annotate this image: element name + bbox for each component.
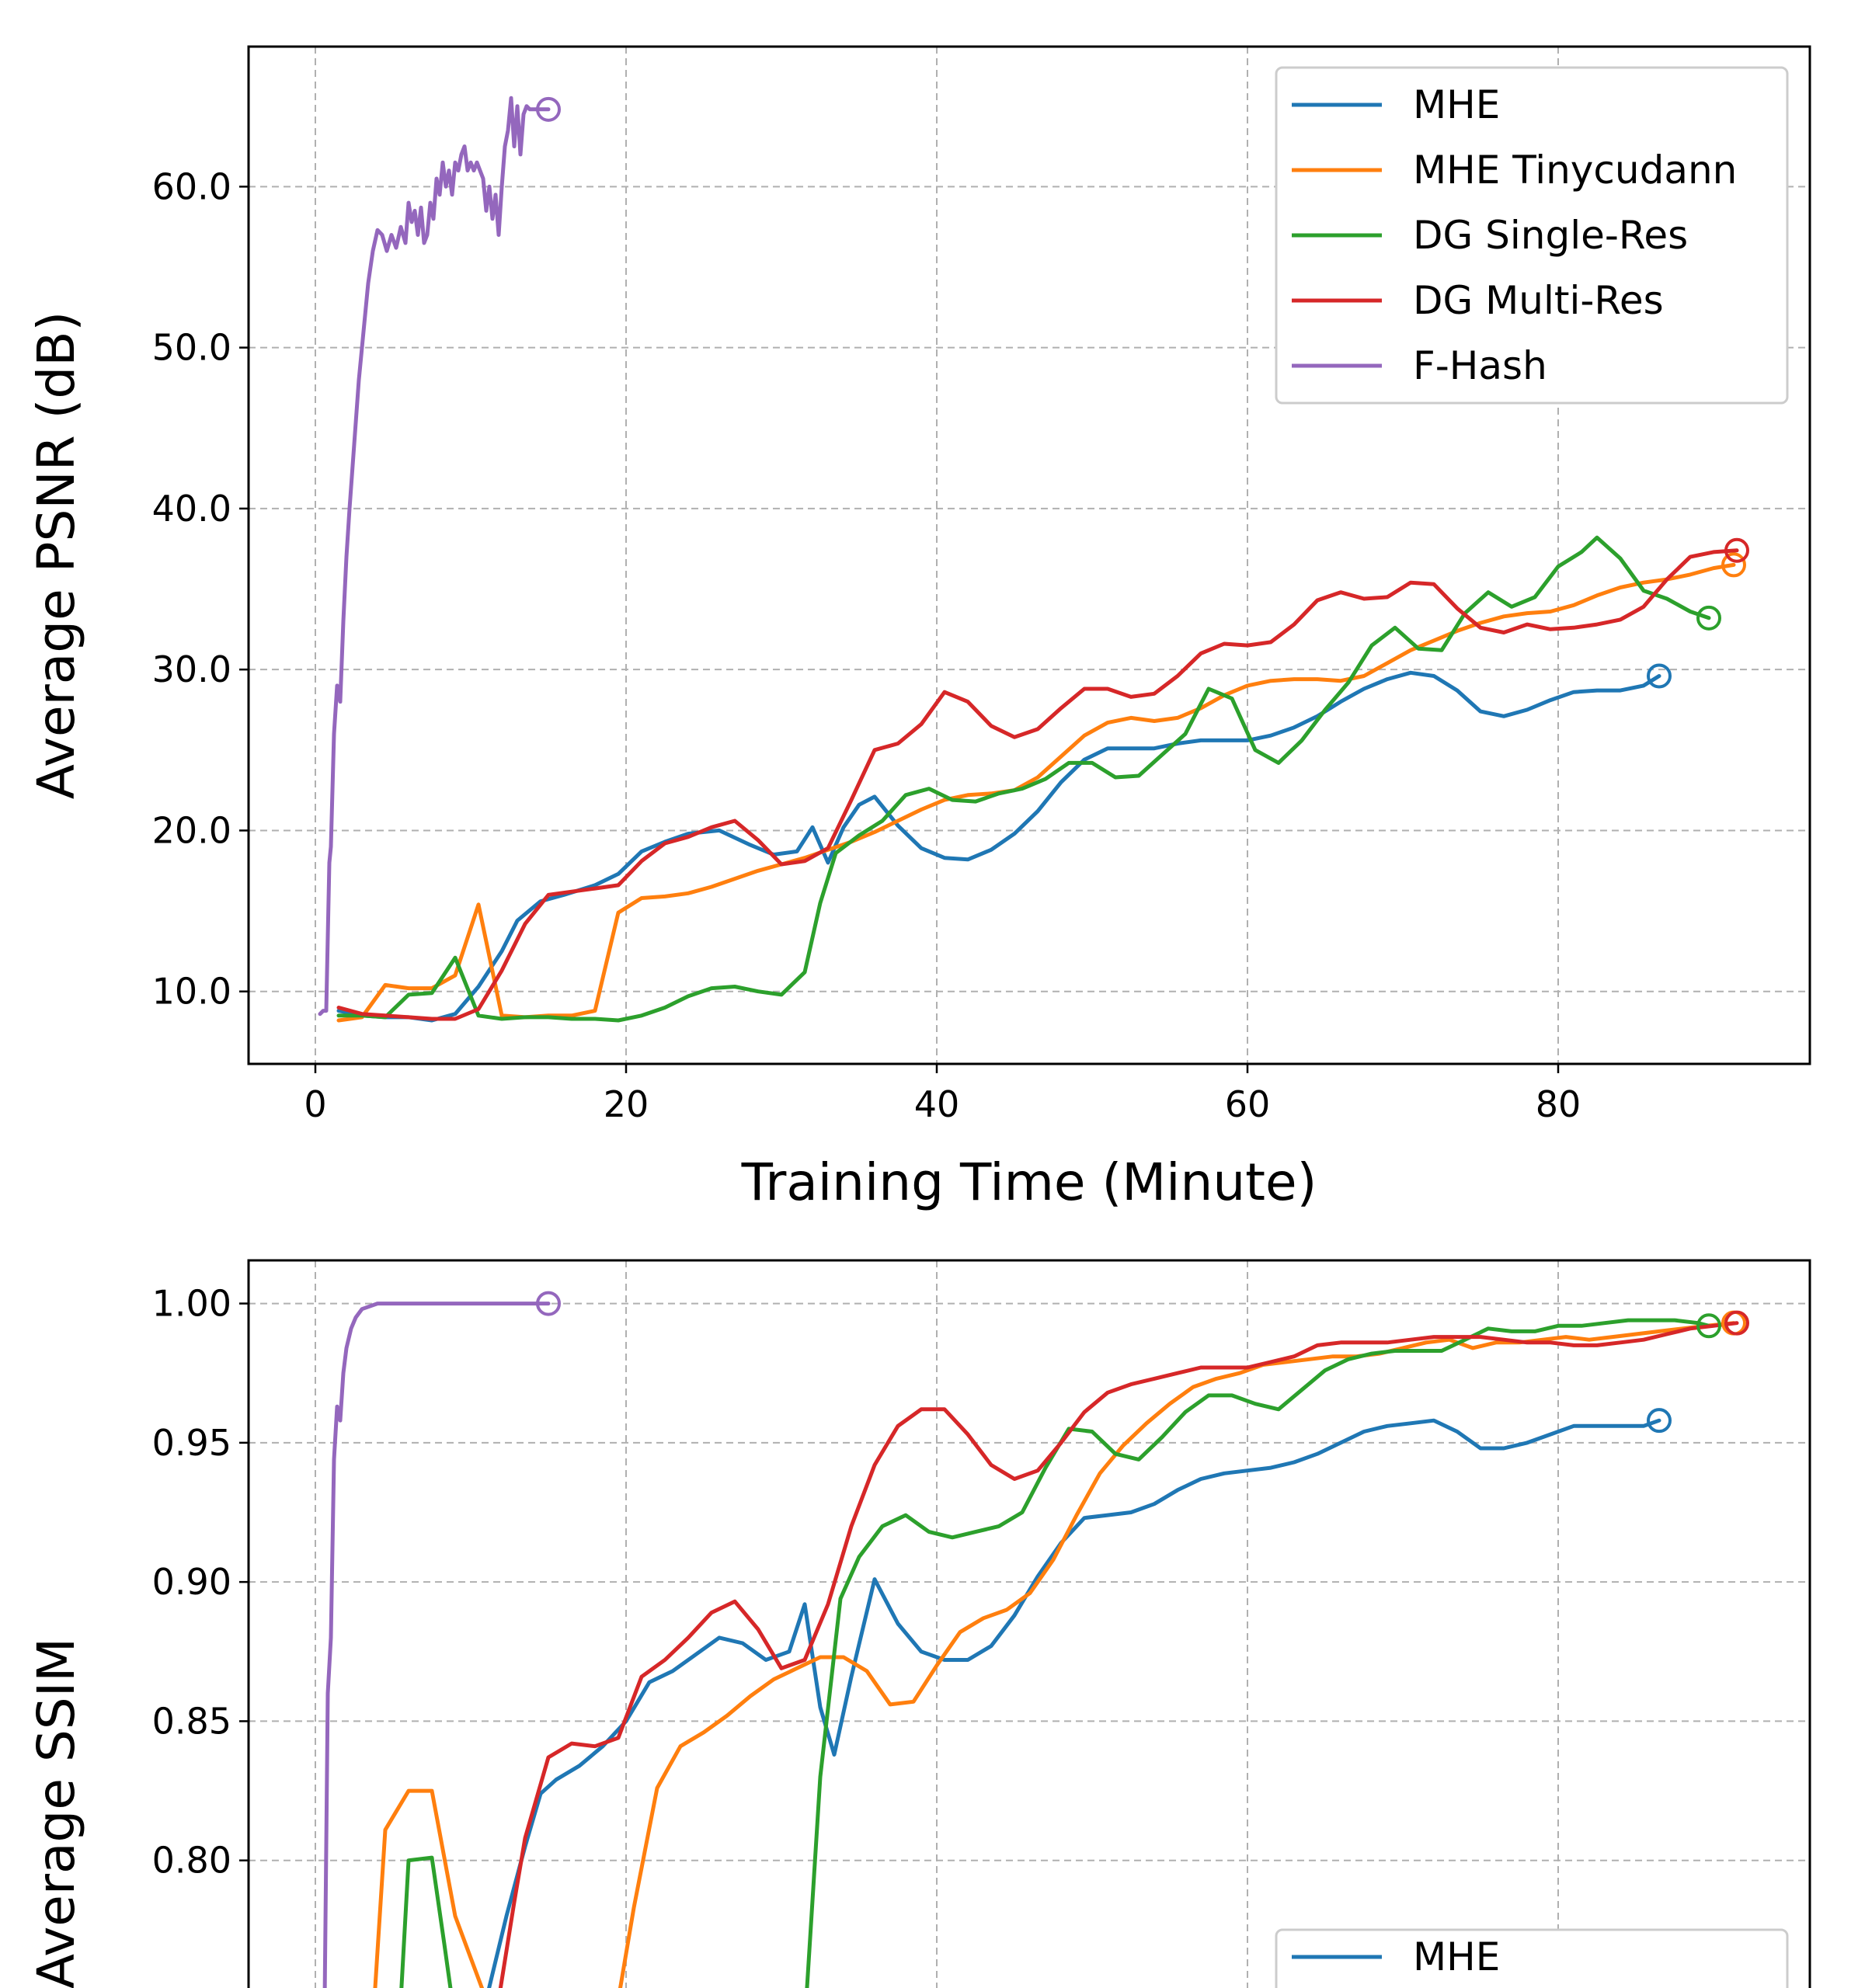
series-line-f-hash bbox=[318, 96, 551, 1017]
x-axis-title: Training Time (Minute) bbox=[741, 1152, 1317, 1212]
y-tick-label: 0.80 bbox=[152, 1840, 231, 1882]
y-tick-label: 60.0 bbox=[152, 165, 231, 207]
y-tick-label: 10.0 bbox=[152, 971, 231, 1013]
end-marker-dg-single-res bbox=[1696, 605, 1721, 631]
series-group bbox=[322, 1302, 1739, 1988]
series-line-mhe bbox=[336, 670, 1661, 1023]
series-group bbox=[318, 96, 1739, 1023]
legend-label-f-hash: F-Hash bbox=[1413, 343, 1547, 388]
legend-label-mhe: MHE bbox=[1413, 1934, 1500, 1979]
series-line-dg-single-res bbox=[336, 535, 1711, 1023]
y-tick-label: 0.85 bbox=[152, 1700, 231, 1742]
y-tick-label: 0.95 bbox=[152, 1422, 231, 1464]
x-tick-label: 60 bbox=[1225, 1083, 1271, 1125]
legend-label-mhe: MHE bbox=[1413, 82, 1500, 127]
y-axis-title: Average SSIM bbox=[26, 1638, 86, 1988]
legend: MHE bbox=[1275, 1928, 1789, 1988]
legend: MHE MHE Tinycudann DG Single-Res DG Multi-R… bbox=[1275, 66, 1789, 405]
x-tick-label: 20 bbox=[604, 1083, 649, 1125]
y-tick-label: 30.0 bbox=[152, 648, 231, 690]
series-line-dg-multi-res bbox=[336, 548, 1739, 1021]
axes-frame bbox=[247, 45, 1811, 1065]
legend-label-dg-multi-res: DG Multi-Res bbox=[1413, 278, 1664, 323]
legend-label-mhe-tinycudann: MHE Tinycudann bbox=[1413, 148, 1737, 193]
end-marker-f-hash bbox=[536, 1291, 561, 1316]
end-marker-mhe bbox=[1647, 663, 1672, 689]
ssim-chart-panel: 0.80 0.85 0.90 0.95 1.00 Average SSIM MHE bbox=[26, 1259, 1811, 1988]
axes-frame bbox=[247, 1259, 1811, 1988]
end-marker-mhe-tinycudann bbox=[1721, 552, 1746, 578]
legend-frame bbox=[1275, 66, 1789, 405]
end-marker-dg-multi-res bbox=[1724, 1310, 1749, 1336]
grid-lines bbox=[249, 1260, 1810, 1988]
end-marker-dg-single-res bbox=[1696, 1313, 1721, 1339]
end-marker-mhe bbox=[1647, 1408, 1672, 1434]
series-line-mhe-tinycudann bbox=[373, 1321, 1736, 1988]
grid-lines bbox=[249, 47, 1810, 1064]
series-line-f-hash bbox=[322, 1302, 551, 1988]
series-line-dg-single-res bbox=[399, 1318, 1711, 1988]
series-line-dg-multi-res bbox=[498, 1321, 1739, 1988]
y-tick-label: 0.90 bbox=[152, 1561, 231, 1603]
x-tick-label: 80 bbox=[1536, 1083, 1581, 1125]
end-marker-dg-multi-res bbox=[1724, 537, 1749, 563]
x-tick-label: 40 bbox=[914, 1083, 960, 1125]
y-tick-label: 1.00 bbox=[152, 1283, 231, 1325]
y-tick-label: 40.0 bbox=[152, 488, 231, 530]
legend-frame bbox=[1275, 1928, 1789, 1988]
x-tick-label: 0 bbox=[304, 1083, 326, 1125]
end-marker-f-hash bbox=[536, 96, 561, 122]
legend-label-dg-single-res: DG Single-Res bbox=[1413, 213, 1688, 258]
y-tick-label: 20.0 bbox=[152, 809, 231, 851]
y-tick-label: 50.0 bbox=[152, 327, 231, 369]
series-line-mhe bbox=[487, 1418, 1661, 1988]
y-axis-title: Average PSNR (dB) bbox=[26, 311, 86, 800]
psnr-chart-panel: 0 20 40 60 80 10.0 20.0 30.0 40.0 50.0 60.0 Trainin… bbox=[26, 45, 1811, 1212]
series-line-mhe-tinycudann bbox=[336, 562, 1736, 1023]
